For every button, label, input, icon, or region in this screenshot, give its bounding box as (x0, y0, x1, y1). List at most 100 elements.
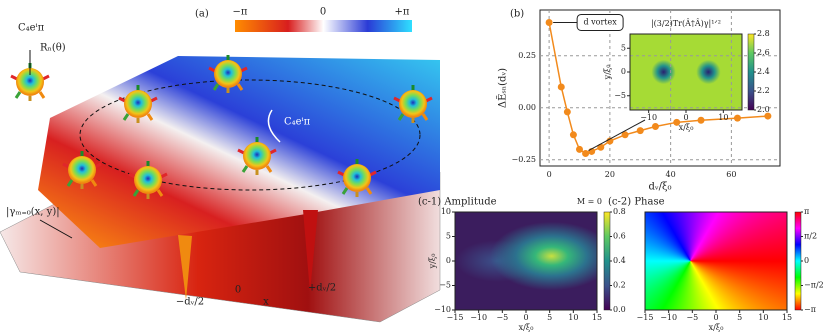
chart-title: |(3/2)Tr(Â†Â)γ|¹ᐟ² (651, 19, 721, 28)
data-point (621, 131, 629, 139)
axis-label: x (263, 297, 269, 308)
y-tick-label: 0 (621, 67, 626, 76)
x-tick-label: 0 (547, 170, 552, 179)
y-tick-label: 5 (446, 232, 451, 241)
phase-colorbar (235, 20, 412, 32)
pointer (39, 219, 73, 239)
x-axis-label: x/ξ₀ (709, 323, 724, 332)
colorbar (603, 211, 611, 311)
x-tick-label: −10 (470, 313, 487, 322)
y-axis-label: y/ξ₀ (603, 65, 612, 81)
x-tick-label: 60 (726, 170, 736, 179)
inset-pointer (588, 119, 646, 151)
y-tick-label: −5 (439, 281, 451, 290)
data-point (597, 143, 605, 151)
data-point (545, 18, 553, 26)
y-axis-label: y/ξ₀ (428, 254, 437, 270)
heatmap-image (630, 34, 742, 110)
plot-frame (629, 33, 743, 111)
x-tick-label: 15 (782, 313, 792, 322)
colorbar-label: π (804, 207, 809, 216)
plot-frame (644, 211, 788, 311)
colorbar-label: 0 (804, 256, 809, 265)
y-tick-label: −5 (614, 91, 626, 100)
data-point (651, 122, 659, 130)
axis-label: +dᵥ/2 (308, 283, 336, 294)
x-tick-label: 40 (666, 170, 676, 179)
spike (178, 235, 192, 300)
colorbar-label: 2.8 (757, 29, 770, 38)
data-point (575, 145, 583, 153)
x-tick-label: −10 (660, 313, 677, 322)
y-tick-label: −0.25 (511, 155, 536, 164)
panel-label: (b) (510, 9, 524, 20)
panel-a: (a) C₄eⁱπ Rₙ(θ) C₄eⁱπ |γₘ₌₀(x, y)| −π 0 … (0, 7, 441, 323)
annotation-box (576, 13, 624, 31)
phase-label: −π (233, 7, 248, 18)
data-point (606, 137, 614, 145)
colorbar-label: −π (804, 305, 816, 314)
colorbar-label: −π/2 (804, 281, 824, 290)
y-axis-label: ΔẼₛₙ(dᵥ) (497, 68, 509, 108)
data-point (569, 131, 577, 139)
y-tick-label: 5 (621, 43, 626, 52)
phase-label: 0 (320, 7, 326, 18)
colorbar-title: M = 0 (577, 197, 602, 206)
colorbar-label: 0.0 (613, 305, 626, 314)
axis-label: −dᵥ/2 (176, 297, 204, 308)
x-tick-label: −5 (686, 313, 698, 322)
x-tick-label: 10 (568, 313, 578, 322)
x-tick-label: 10 (758, 313, 768, 322)
data-point (697, 116, 705, 124)
data-point (563, 108, 571, 116)
colorbar-label: 0.8 (613, 207, 626, 216)
chart-title: (c-1) Amplitude (418, 197, 497, 208)
x-tick-label: −15 (447, 313, 464, 322)
loop-arrow (267, 109, 281, 143)
panel-label: (a) (195, 9, 209, 20)
colorbar-label: 0.6 (613, 232, 626, 241)
x-tick-label: 0 (713, 313, 718, 322)
x-tick-label: −10 (640, 113, 657, 122)
y-tick-label: 0.00 (518, 103, 536, 112)
loop (79, 79, 421, 191)
x-axis-label: x/ξ₀ (679, 123, 694, 132)
x-axis-label: dᵥ/ξ₀ (648, 182, 671, 193)
y-tick-label: −10 (434, 305, 451, 314)
data-point (636, 127, 644, 135)
spike (303, 210, 318, 292)
heatmap-image (455, 212, 597, 310)
operator: C₄eⁱπ (18, 23, 45, 34)
loop-operator: C₄eⁱπ (284, 117, 311, 128)
data-point (764, 112, 772, 120)
plot-frame (454, 211, 598, 311)
surface-label: |γₘ₌₀(x, y)| (6, 207, 60, 218)
chart-title: (c-2) Phase (608, 197, 665, 208)
colorbar (794, 211, 802, 311)
axis-label: 0 (235, 285, 241, 296)
data-point (673, 118, 681, 126)
phase-label: +π (395, 7, 410, 18)
colorbar-label: π/2 (804, 232, 817, 241)
colorbar-label: 0.2 (613, 281, 626, 290)
series-line (548, 22, 768, 155)
x-tick-label: 5 (547, 313, 552, 322)
colorbar-label: 2.2 (757, 86, 770, 95)
colorbar-label: 2.0 (757, 105, 770, 114)
colorbar-label: 2.6 (757, 48, 770, 57)
y-tick-label: 0 (446, 256, 451, 265)
x-tick-label: 0 (683, 113, 688, 122)
data-point (733, 114, 741, 122)
data-point (557, 83, 565, 91)
x-tick-label: −15 (637, 313, 654, 322)
rotation: Rₙ(θ) (40, 43, 66, 54)
colorbar-label: 2.4 (757, 67, 770, 76)
x-tick-label: 5 (737, 313, 742, 322)
y-tick-label: 0.25 (518, 51, 536, 60)
y-tick-label: 10 (441, 207, 451, 216)
x-tick-label: −5 (496, 313, 508, 322)
heatmap-image (645, 212, 787, 310)
x-axis-label: x/ξ₀ (519, 323, 534, 332)
